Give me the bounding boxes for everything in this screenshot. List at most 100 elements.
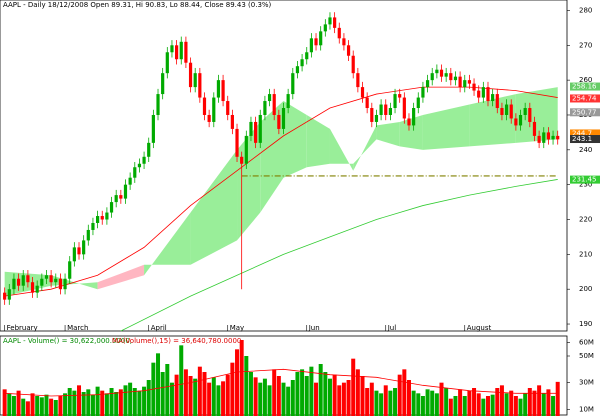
volume-bar	[58, 396, 63, 416]
volume-bar	[267, 385, 272, 416]
volume-bar	[351, 358, 356, 416]
candle-body	[249, 121, 253, 136]
chart-title: AAPL - Daily 18/12/2008 Open 89.31, Hi 9…	[3, 1, 272, 9]
volume-bar	[156, 353, 161, 416]
volume-bar	[216, 385, 221, 416]
candle-body	[244, 135, 248, 164]
candle-body	[151, 114, 155, 143]
candle-body	[346, 45, 351, 56]
volume-bar	[104, 393, 109, 416]
candle-body	[7, 289, 11, 300]
candle-body	[281, 108, 286, 129]
candle-body	[165, 52, 169, 74]
volume-bar	[67, 388, 72, 416]
candle-body	[556, 135, 560, 140]
volume-bar	[118, 389, 123, 416]
candle-body	[523, 108, 527, 115]
volume-bar	[44, 394, 49, 416]
volume-bar	[513, 396, 518, 416]
y-tick-label: 60M	[579, 339, 594, 347]
candle-body	[82, 240, 86, 255]
candle-body	[100, 216, 104, 220]
candle-body	[425, 80, 430, 88]
candle-body	[309, 38, 313, 53]
candle-body	[374, 114, 379, 122]
volume-bar	[11, 396, 16, 416]
candle-body	[193, 73, 197, 88]
volume-bar	[281, 382, 286, 416]
candle-body	[12, 278, 16, 290]
volume-bar	[193, 378, 198, 416]
volume-bar	[527, 388, 532, 416]
volume-bar	[188, 376, 193, 416]
candle-body	[370, 108, 374, 122]
volume-bar	[430, 390, 435, 416]
x-tick-label: Jun	[308, 324, 320, 332]
candle-body	[40, 278, 44, 286]
volume-bar	[555, 381, 560, 416]
candle-body	[514, 118, 518, 126]
y-tick-label: 270	[579, 41, 592, 49]
candle-body	[77, 247, 81, 255]
candle-body	[435, 69, 439, 74]
candle-body	[491, 94, 495, 102]
candle-body	[216, 80, 221, 98]
candle-body	[412, 108, 416, 126]
price-tag-label: 254.74	[572, 94, 597, 102]
volume-bar	[365, 388, 370, 416]
candle-body	[337, 27, 341, 39]
volume-bar	[444, 388, 449, 416]
volume-bar	[546, 389, 551, 416]
candle-body	[453, 76, 458, 81]
y-tick-label: 50M	[579, 352, 594, 360]
volume-bar	[346, 380, 351, 416]
candle-body	[365, 97, 369, 109]
candle-body	[109, 202, 114, 213]
candle-body	[509, 104, 513, 119]
volume-bar	[369, 382, 374, 416]
candle-body	[472, 83, 476, 91]
candle-body	[360, 87, 365, 98]
candle-body	[463, 80, 467, 88]
volume-bar	[21, 398, 26, 416]
volume-bar	[309, 366, 314, 416]
volume-bar	[393, 388, 398, 416]
y-tick-label: 280	[579, 6, 592, 14]
volume-bar	[262, 378, 267, 416]
volume-bar	[272, 369, 277, 416]
cloud-segment	[283, 101, 307, 178]
candle-body	[291, 73, 295, 95]
volume-bar	[504, 393, 509, 416]
cloud-segment	[515, 87, 558, 143]
candle-body	[16, 278, 21, 286]
volume-bar	[541, 393, 546, 416]
volume-bar	[16, 390, 21, 416]
cloud-segment	[97, 264, 145, 290]
y-tick-label: 260	[579, 76, 592, 84]
candle-body	[449, 73, 453, 81]
candle-body	[444, 73, 448, 77]
volume-bar	[114, 392, 119, 416]
volume-bar	[295, 372, 300, 416]
candle-body	[477, 90, 481, 98]
volume-bar	[142, 386, 147, 416]
candle-body	[202, 97, 207, 115]
candle-body	[532, 121, 537, 136]
candle-body	[504, 104, 509, 115]
candle-body	[175, 45, 179, 60]
candle-body	[323, 24, 327, 32]
price-panel	[0, 0, 568, 332]
moving-average	[120, 179, 558, 332]
volume-bar	[235, 349, 240, 416]
cloud-segment	[237, 121, 261, 241]
cloud-segment	[469, 94, 516, 147]
candle-body	[184, 41, 188, 63]
volume-bar	[25, 401, 30, 416]
candle-body	[351, 55, 355, 74]
volume-bar	[230, 362, 235, 416]
candle-body	[170, 45, 174, 53]
volume-bar	[77, 385, 82, 416]
candle-body	[542, 132, 546, 143]
candle-body	[95, 216, 100, 223]
candle-body	[546, 132, 551, 140]
